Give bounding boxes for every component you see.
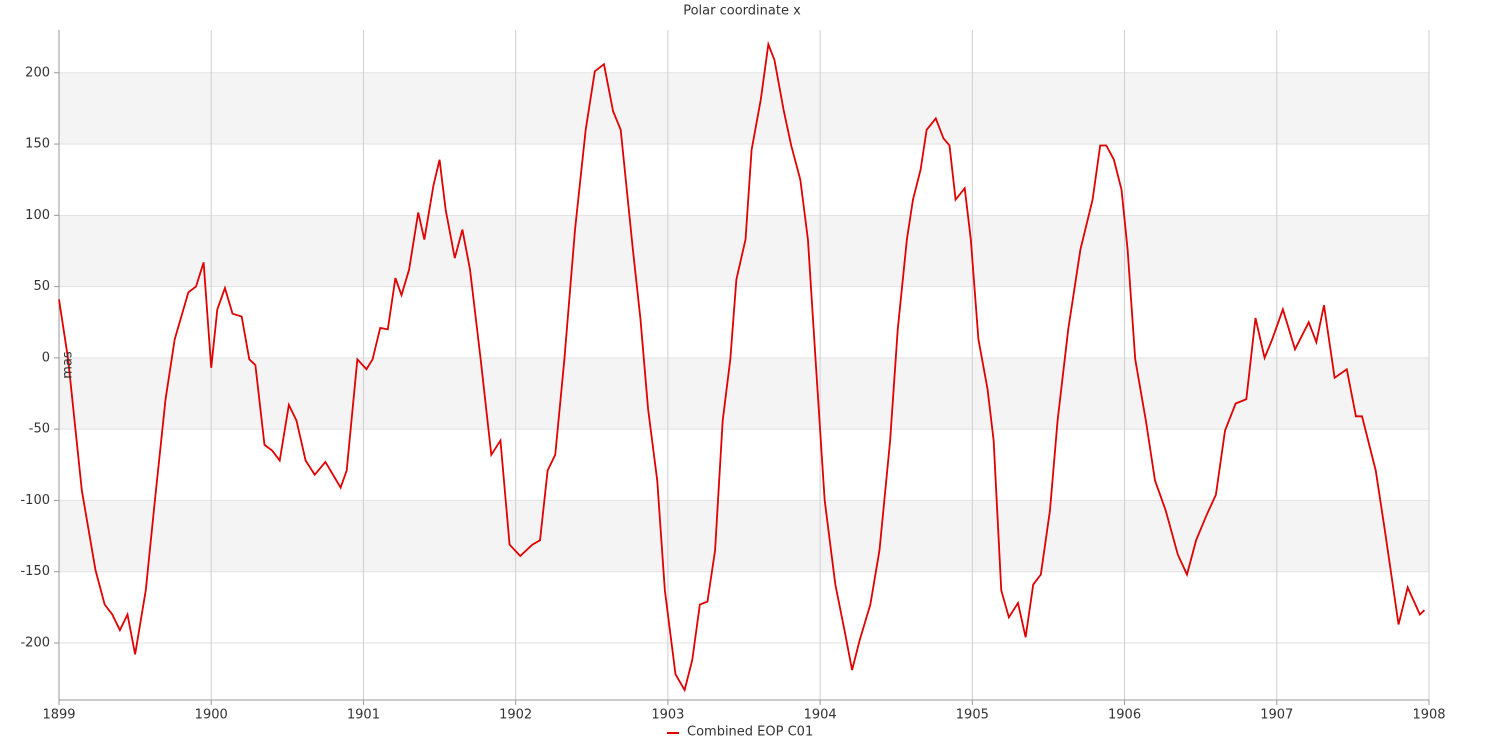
- data-line: [58, 40, 1426, 693]
- y-tick-label: 0: [42, 350, 50, 365]
- x-tick-label: 1905: [956, 708, 989, 723]
- y-tick-label: 100: [25, 208, 50, 223]
- y-tick-label: 150: [25, 137, 50, 152]
- x-tick-label: 1900: [195, 708, 228, 723]
- grid-band: [59, 215, 1429, 287]
- x-tick-label: 1908: [1412, 708, 1445, 723]
- x-tick-label: 1903: [651, 708, 684, 723]
- x-tick-label: 1907: [1260, 708, 1293, 723]
- y-tick-label: -100: [20, 493, 50, 508]
- y-tick-label: -200: [20, 635, 50, 650]
- grid-band: [59, 72, 1429, 145]
- y-axis-title: mas: [61, 351, 76, 379]
- legend-label: Combined EOP C01: [687, 725, 813, 740]
- x-tick-label: 1901: [347, 708, 380, 723]
- x-tick-label: 1904: [804, 708, 837, 723]
- chart-title: Polar coordinate x: [683, 4, 801, 19]
- y-tick-label: -150: [20, 564, 50, 579]
- y-tick-label: 200: [25, 65, 50, 80]
- x-tick-label: 1906: [1108, 708, 1141, 723]
- x-tick-label: 1899: [42, 708, 75, 723]
- y-tick-label: -50: [29, 422, 50, 437]
- x-tick-label: 1902: [499, 708, 532, 723]
- grid-band: [59, 357, 1429, 430]
- grid-band: [59, 500, 1429, 572]
- legend: Combined EOP C01: [667, 725, 813, 740]
- y-tick-label: 50: [33, 279, 50, 294]
